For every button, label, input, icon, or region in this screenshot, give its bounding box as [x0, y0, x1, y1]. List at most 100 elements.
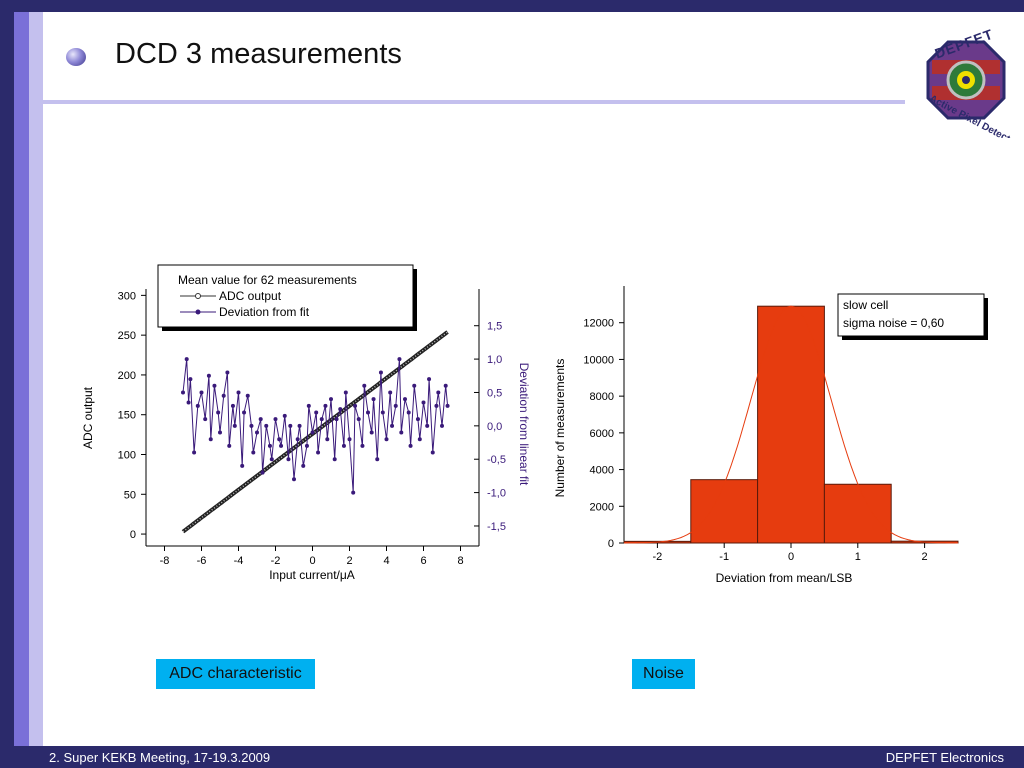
- deviation-point: [329, 397, 333, 402]
- adc-ylabel: ADC output: [81, 386, 95, 449]
- adc-y-tick-label: 150: [118, 410, 136, 422]
- deviation-point: [393, 403, 398, 408]
- deviation-point: [310, 430, 315, 435]
- deviation-point: [343, 390, 348, 395]
- deviation-point: [282, 413, 287, 418]
- deviation-point: [360, 443, 365, 448]
- deviation-point: [403, 397, 407, 402]
- deviation-point: [314, 410, 319, 415]
- deviation-point: [347, 437, 352, 442]
- deviation-point: [417, 437, 422, 442]
- deviation-point: [408, 443, 413, 448]
- deviation-point: [375, 457, 380, 462]
- deviation-point: [230, 403, 235, 408]
- deviation-point: [279, 443, 284, 448]
- adc-x-tick-label: 2: [346, 555, 352, 567]
- depfet-logo: DEPFET Active Pixel Detector: [926, 26, 1021, 138]
- adc-y-tick-label: 200: [118, 370, 136, 382]
- deviation-point: [366, 410, 370, 415]
- adc-x-tick-label: 0: [309, 555, 315, 567]
- noise-xlabel: Deviation from mean/LSB: [716, 571, 853, 585]
- deviation-point: [304, 443, 309, 448]
- deviation-point: [203, 417, 208, 422]
- noise-legend-line2: sigma noise = 0,60: [843, 316, 944, 330]
- sidebar-stripe-dark: [0, 12, 14, 746]
- footer-bar: [0, 746, 1024, 768]
- adc-x-tick-label: 6: [420, 555, 426, 567]
- noise-x-tick-label: -2: [653, 551, 663, 563]
- deviation-point: [388, 390, 393, 395]
- top-bar: [0, 0, 1024, 12]
- deviation-point: [199, 390, 204, 395]
- deviation-point: [323, 403, 328, 408]
- deviation-point: [195, 403, 200, 408]
- noise-y-tick-label: 8000: [590, 391, 614, 403]
- deviation-point: [427, 377, 432, 382]
- noise-legend: [837, 293, 985, 337]
- adc-output-markers: [182, 331, 449, 533]
- deviation-point: [440, 423, 444, 428]
- deviation-point: [188, 377, 193, 382]
- adc-x-tick-label: -6: [197, 555, 207, 567]
- noise-y-tick-label: 10000: [583, 354, 614, 366]
- adc-y-tick-label: 300: [118, 290, 136, 302]
- deviation-point: [434, 403, 439, 408]
- deviation-point: [351, 490, 356, 495]
- deviation-point: [384, 437, 389, 442]
- noise-x-tick-label: 1: [855, 551, 861, 563]
- deviation-point: [371, 397, 376, 402]
- deviation-point: [325, 437, 330, 442]
- adc-y-tick-label: 250: [118, 330, 136, 342]
- deviation-point: [443, 383, 448, 388]
- noise-x-tick-label: 0: [788, 551, 794, 563]
- adc-y2-tick-label: -1,5: [487, 521, 506, 533]
- adc-y-tick-label: 100: [118, 449, 136, 461]
- deviation-point: [255, 430, 259, 435]
- deviation-point: [380, 410, 385, 415]
- deviation-point: [216, 410, 221, 415]
- deviation-point: [260, 470, 265, 475]
- slide-title: DCD 3 measurements: [115, 38, 402, 70]
- deviation-point: [181, 390, 185, 395]
- deviation-point: [369, 430, 374, 435]
- deviation-point: [445, 403, 450, 408]
- adc-y2-tick-label: -1,0: [487, 488, 506, 500]
- noise-y-tick-label: 0: [608, 538, 614, 550]
- deviation-point: [362, 383, 367, 388]
- deviation-point: [288, 423, 293, 428]
- deviation-point: [208, 437, 213, 442]
- deviation-point: [242, 410, 247, 415]
- deviation-point: [269, 457, 274, 462]
- deviation-point: [292, 477, 296, 482]
- deviation-point: [236, 390, 241, 395]
- adc-chart: -8 -6 -4 -2 0 2 4 6 8 0 50 100 150 200 250 300 -1,5 -1,0 -…: [81, 264, 531, 582]
- caption-noise: Noise: [632, 659, 695, 689]
- deviation-point: [421, 400, 426, 405]
- deviation-point: [286, 457, 291, 462]
- deviation-point: [227, 443, 232, 448]
- deviation-point: [212, 383, 217, 388]
- noise-ylabel: Number of measurements: [553, 359, 567, 498]
- deviation-point: [412, 383, 417, 388]
- deviation-point: [258, 417, 263, 422]
- deviation-point: [425, 423, 430, 428]
- sidebar-stripe-light: [29, 12, 43, 746]
- deviation-point: [378, 370, 383, 375]
- deviation-point: [341, 443, 346, 448]
- deviation-point: [251, 450, 256, 455]
- deviation-point: [273, 417, 278, 422]
- adc-xlabel: Input current/μA: [269, 568, 355, 582]
- deviation-point: [397, 357, 402, 362]
- adc-x-tick-label: 8: [457, 555, 463, 567]
- caption-adc-characteristic: ADC characteristic: [156, 659, 315, 689]
- deviation-point: [338, 407, 343, 412]
- adc-legend-dot-dev: [195, 309, 201, 315]
- deviation-point: [316, 450, 321, 455]
- bullet-icon: [66, 48, 86, 66]
- deviation-point: [356, 417, 361, 422]
- footer-right-text: DEPFET Electronics: [885, 750, 1004, 765]
- deviation-point: [249, 423, 254, 428]
- deviation-point: [186, 400, 191, 405]
- deviation-point: [390, 423, 395, 428]
